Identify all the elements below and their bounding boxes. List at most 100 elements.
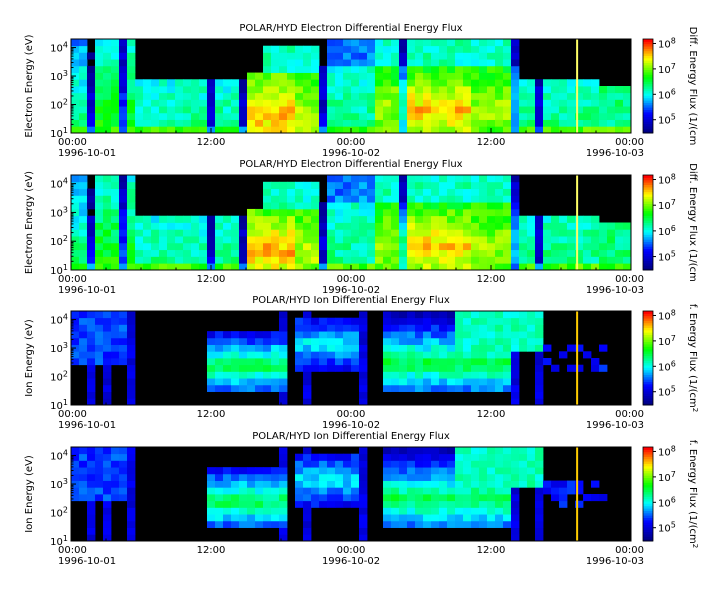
heat-cell	[511, 351, 520, 359]
heat-cell	[95, 317, 104, 325]
heat-cell	[71, 324, 80, 332]
heat-cell	[423, 317, 432, 325]
heat-cell	[271, 229, 280, 237]
heat-cell	[455, 331, 464, 339]
heat-cell	[87, 242, 96, 251]
heat-cell	[511, 242, 520, 251]
heat-cell	[207, 112, 216, 120]
heat-cell	[279, 351, 288, 359]
heat-cell	[391, 324, 400, 332]
heat-cell	[303, 500, 312, 508]
heat-cell	[103, 215, 112, 223]
heat-cell	[319, 222, 328, 230]
heat-cell	[463, 242, 472, 251]
heat-cell	[327, 351, 336, 359]
heat-cell	[447, 256, 456, 264]
heat-cell	[591, 112, 600, 120]
heat-cell	[119, 494, 128, 502]
x-tick-date: 1996-10-03	[586, 556, 644, 567]
x-tick-date: 1996-10-03	[586, 420, 644, 431]
heat-cell	[615, 236, 624, 244]
colorbar-swatch	[643, 116, 653, 120]
heat-cell	[191, 256, 200, 264]
heat-cell	[175, 92, 184, 100]
colorbar-swatch	[643, 367, 653, 371]
heat-cell	[303, 92, 312, 100]
heat-cell	[103, 371, 112, 379]
heat-cell	[79, 447, 88, 455]
colorbar-swatch	[643, 395, 653, 399]
heat-cell	[527, 460, 536, 468]
heat-cell	[447, 344, 456, 352]
heat-cell	[511, 534, 520, 542]
heat-cell	[159, 215, 168, 223]
colorbar-swatch	[643, 336, 653, 340]
heat-cell	[87, 256, 96, 264]
heat-cell	[359, 331, 368, 339]
heat-cell	[191, 92, 200, 100]
heat-cell	[103, 65, 112, 73]
heat-cell	[343, 99, 352, 107]
heat-cell	[311, 324, 320, 332]
heat-cell	[439, 344, 448, 352]
heat-cell	[567, 249, 576, 257]
heat-cell	[71, 358, 80, 366]
heat-cell	[191, 242, 200, 251]
heat-cell	[415, 92, 424, 100]
heat-cell	[431, 99, 440, 107]
heat-cell	[599, 92, 608, 100]
heat-cell	[311, 364, 320, 372]
heat-cell	[255, 331, 264, 339]
heat-cell	[471, 181, 480, 189]
heat-cell	[463, 358, 472, 366]
heat-cell	[79, 358, 88, 366]
heat-cell	[159, 242, 168, 251]
heat-cell	[255, 487, 264, 495]
colorbar-swatch	[643, 470, 653, 474]
heat-cell	[495, 79, 504, 87]
heat-cell	[359, 364, 368, 372]
heat-cell	[343, 263, 352, 271]
heat-cell	[511, 215, 520, 223]
heat-cell	[199, 86, 208, 94]
heat-cell	[407, 126, 416, 134]
heat-cell	[127, 507, 136, 515]
heat-cell	[239, 79, 248, 87]
heat-cell	[439, 460, 448, 468]
heat-cell	[239, 92, 248, 100]
heat-cell	[511, 324, 520, 332]
heat-cell	[367, 59, 376, 67]
heat-cell	[399, 195, 408, 203]
heat-cell	[335, 337, 344, 345]
heat-cell	[519, 126, 528, 134]
heat-cell	[207, 222, 216, 230]
heat-cell	[439, 112, 448, 120]
heat-cell	[271, 487, 280, 495]
heat-cell	[207, 520, 216, 528]
heat-cell	[287, 92, 296, 100]
heat-cell	[615, 86, 624, 94]
heat-cell	[103, 487, 112, 495]
heat-cell	[415, 39, 424, 47]
heat-cell	[535, 527, 544, 535]
heat-cell	[463, 256, 472, 264]
heat-cell	[87, 364, 96, 372]
heat-cell	[511, 39, 520, 47]
heat-cell	[231, 371, 240, 379]
heat-cell	[223, 344, 232, 352]
colorbar-swatch	[643, 486, 653, 490]
heat-cell	[455, 507, 464, 515]
heat-cell	[207, 106, 216, 114]
heat-cell	[551, 92, 560, 100]
heat-cell	[495, 242, 504, 251]
heat-cell	[311, 242, 320, 251]
heat-cell	[271, 351, 280, 359]
heat-cell	[431, 514, 440, 522]
heat-cell	[319, 106, 328, 114]
heat-cell	[431, 494, 440, 502]
heat-cell	[447, 364, 456, 372]
heat-cell	[95, 65, 104, 73]
heat-cell	[367, 188, 376, 196]
heat-cell	[271, 263, 280, 271]
heat-cell	[87, 229, 96, 237]
